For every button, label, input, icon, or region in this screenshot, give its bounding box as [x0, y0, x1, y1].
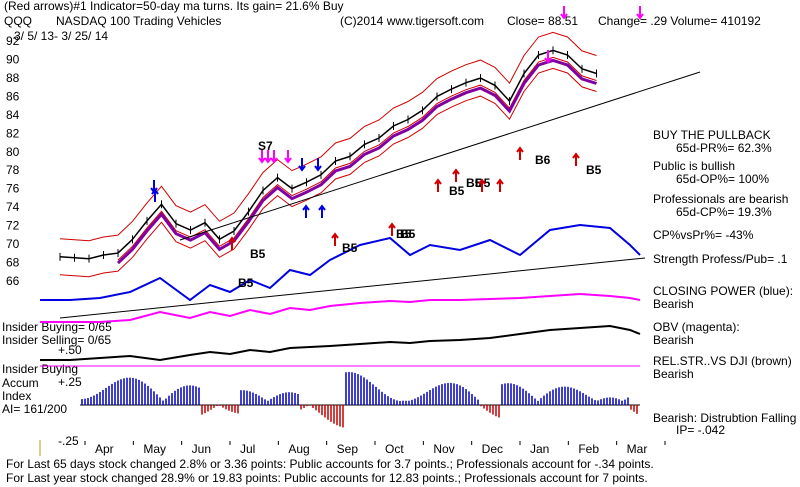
- op-label: 65d-OP%= 100%: [676, 172, 770, 186]
- buy-arrow-icon: [302, 204, 310, 218]
- accum-label: Accum: [2, 376, 39, 390]
- signal-label: B5: [400, 227, 416, 241]
- price-tick-label: 66: [6, 274, 20, 288]
- buy-arrow-icon: [434, 178, 442, 192]
- symbol: QQQ: [4, 14, 33, 28]
- index-label: Index: [2, 389, 32, 403]
- relstr-label: REL.STR..VS DJI (brown): [653, 354, 792, 368]
- sell-arrow-icon: [544, 50, 552, 64]
- sell-arrow-icon: [298, 158, 306, 172]
- obv-line: [40, 292, 641, 323]
- closing-power-label: CLOSING POWER (blue):: [653, 284, 794, 298]
- obv-label: OBV (magenta):: [653, 320, 740, 334]
- month-tick-label: Apr: [95, 442, 114, 456]
- month-tick-label: Jan: [530, 442, 549, 456]
- ip-label: IP= -.042: [676, 423, 726, 437]
- upper-band-line: [59, 31, 597, 242]
- buy-arrow-icon: [516, 146, 524, 160]
- sell-arrow-icon: [314, 158, 322, 172]
- price-tick-label: 70: [6, 237, 20, 251]
- sell-arrow-icon: [270, 150, 278, 164]
- buy-arrow-icon: [318, 204, 326, 218]
- price-tick-label: 82: [6, 126, 20, 140]
- month-tick-label: Jul: [240, 442, 255, 456]
- price-tick-label: 68: [6, 255, 20, 269]
- buy-pullback-label: BUY THE PULLBACK: [653, 128, 771, 142]
- chart-title: NASDAQ 100 Trading Vehicles: [56, 14, 222, 28]
- ma50-line: [116, 58, 597, 265]
- obv-status: Bearish: [653, 333, 694, 347]
- footer-65day: For Last 65 days stock changed 2.8% or 3…: [6, 457, 654, 471]
- ai-label: AI= 161/200: [2, 402, 68, 416]
- buy-arrow-icon: [572, 152, 580, 166]
- trendline-lower: [59, 257, 646, 319]
- signal-label: B5: [466, 176, 482, 190]
- month-tick-label: Dec: [482, 442, 503, 456]
- header-indicator-line: (Red arrows)#1 Indicator=50-day ma turns…: [4, 0, 344, 13]
- price-tick-label: 72: [6, 219, 20, 233]
- closing-power-line: [40, 223, 641, 302]
- cp-label: 65d-CP%= 19.3%: [676, 205, 772, 219]
- cpvspr-label: CP%vsPr%= -43%: [653, 228, 754, 242]
- buy-arrow-icon: [452, 168, 460, 182]
- signal-label: S7: [258, 139, 273, 153]
- signal-label: B5: [342, 241, 358, 255]
- month-tick-label: Oct: [385, 442, 404, 456]
- sell-arrow-icon: [258, 150, 266, 164]
- accum-tick-minus25: -.25: [58, 434, 79, 448]
- trendline-upper: [179, 71, 701, 241]
- signal-label: B5: [586, 163, 602, 177]
- distribution-label: Bearish: Distrubtion Falling: [653, 411, 797, 425]
- relstr-line: [40, 324, 641, 362]
- prof-label: Professionals are bearish: [653, 192, 789, 206]
- price-tick-label: 92: [6, 34, 20, 48]
- sell-arrow-icon: [636, 6, 644, 20]
- month-tick-label: Mar: [627, 442, 648, 456]
- month-tick-label: Jun: [192, 442, 211, 456]
- signal-label: B5: [449, 184, 465, 198]
- month-tick-label: Aug: [288, 442, 309, 456]
- month-tick-label: Sep: [337, 442, 359, 456]
- sell-arrow-icon: [284, 150, 292, 164]
- price-tick-label: 88: [6, 71, 20, 85]
- month-tick-label: Feb: [578, 442, 599, 456]
- accum-tick-plus50: +.50: [58, 343, 82, 357]
- buy-arrow-icon: [388, 222, 396, 236]
- date-range: 3/ 5/ 13- 3/ 25/ 14: [14, 29, 109, 43]
- strength-label: Strength Profess/Pub= .1: [653, 252, 788, 266]
- signal-label: B5: [238, 276, 254, 290]
- public-label: Public is bullish: [653, 159, 736, 173]
- lower-band-line: [59, 67, 597, 278]
- month-tick-label: Nov: [433, 442, 454, 456]
- pr-label: 65d-PR%= 62.3%: [676, 141, 772, 155]
- buy-arrow-icon: [496, 178, 504, 192]
- signal-label: B6: [535, 153, 551, 167]
- buy-arrow-icon: [151, 188, 159, 202]
- price-tick-label: 78: [6, 163, 20, 177]
- month-tick-label: May: [143, 442, 166, 456]
- price-tick-label: 76: [6, 182, 20, 196]
- price-tick-label: 90: [6, 53, 20, 67]
- signal-label: B5: [396, 227, 412, 241]
- insider-selling-count: Insider Selling= 0/65: [2, 333, 112, 347]
- sell-arrow-icon: [264, 150, 272, 164]
- price-tick-label: 74: [6, 200, 20, 214]
- price-tick-label: 80: [6, 145, 20, 159]
- buy-arrow-icon: [331, 232, 339, 246]
- buy-arrow-icon: [478, 178, 486, 192]
- buy-arrow-icon: [228, 236, 236, 250]
- price-tick-label: 84: [6, 108, 20, 122]
- accum-tick-plus25: +.25: [58, 375, 82, 389]
- price-tick-label: 86: [6, 90, 20, 104]
- relstr-status: Bearish: [653, 367, 694, 381]
- sell-arrow-icon: [560, 6, 568, 20]
- insider-buying-count: Insider Buying= 0/65: [2, 320, 112, 334]
- close-value: Close= 88.51: [507, 14, 579, 28]
- copyright: (C)2014 www.tigersoft.com: [340, 14, 485, 28]
- closing-power-status: Bearish: [653, 297, 694, 311]
- footer-year: For Last year stock changed 28.9% or 19.…: [6, 471, 648, 485]
- price-line: [59, 49, 597, 260]
- signal-label: B5: [250, 247, 266, 261]
